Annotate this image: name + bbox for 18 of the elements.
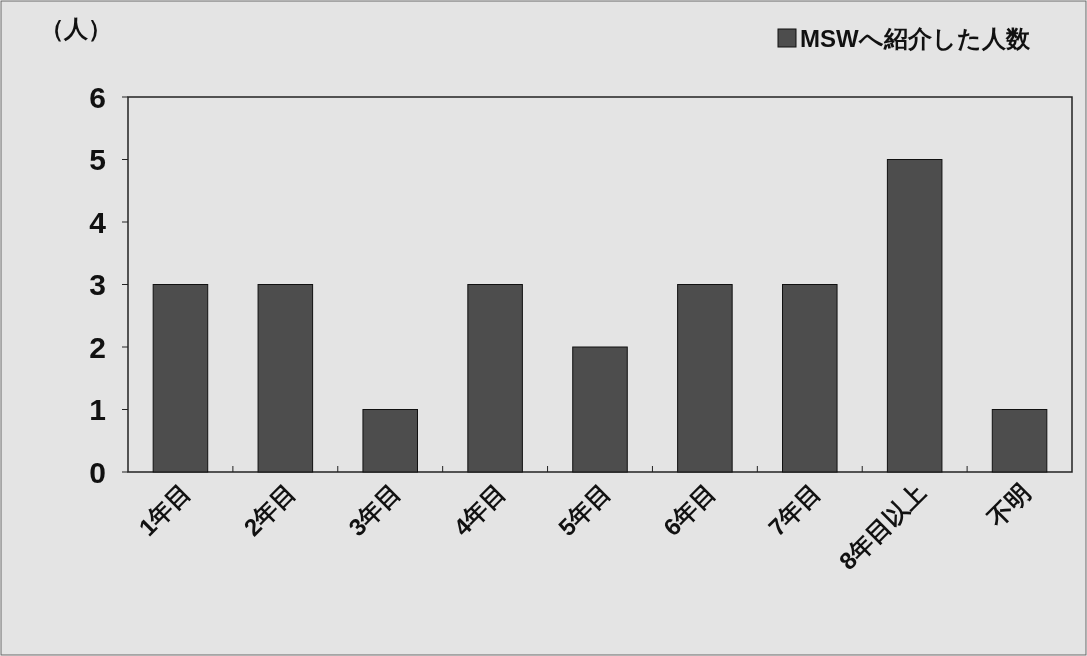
- y-tick-label: 5: [89, 143, 106, 176]
- x-tick-label: 2年目: [238, 478, 301, 541]
- y-tick-label: 6: [89, 80, 106, 114]
- y-tick-label: 0: [89, 455, 106, 489]
- x-tick-label: 不明: [981, 478, 1036, 533]
- y-tick-label: 4: [89, 205, 107, 239]
- x-tick-label: 3年目: [343, 478, 406, 541]
- y-tick-label: 2: [89, 330, 106, 364]
- x-tick-label: 4年目: [448, 478, 511, 541]
- x-tick-label: 8年目以上: [833, 478, 931, 575]
- x-tick-label: 5年目: [553, 478, 616, 541]
- y-tick-label: 3: [89, 268, 106, 301]
- x-tick-label: 6年目: [657, 478, 721, 541]
- x-tick-label: 1年目: [133, 478, 196, 541]
- y-tick-label: 1: [89, 393, 106, 426]
- y-axis-title: （人）: [40, 14, 112, 42]
- legend-label: MSWへ紹介した人数: [800, 24, 1031, 52]
- x-tick-label: 7年目: [762, 478, 826, 541]
